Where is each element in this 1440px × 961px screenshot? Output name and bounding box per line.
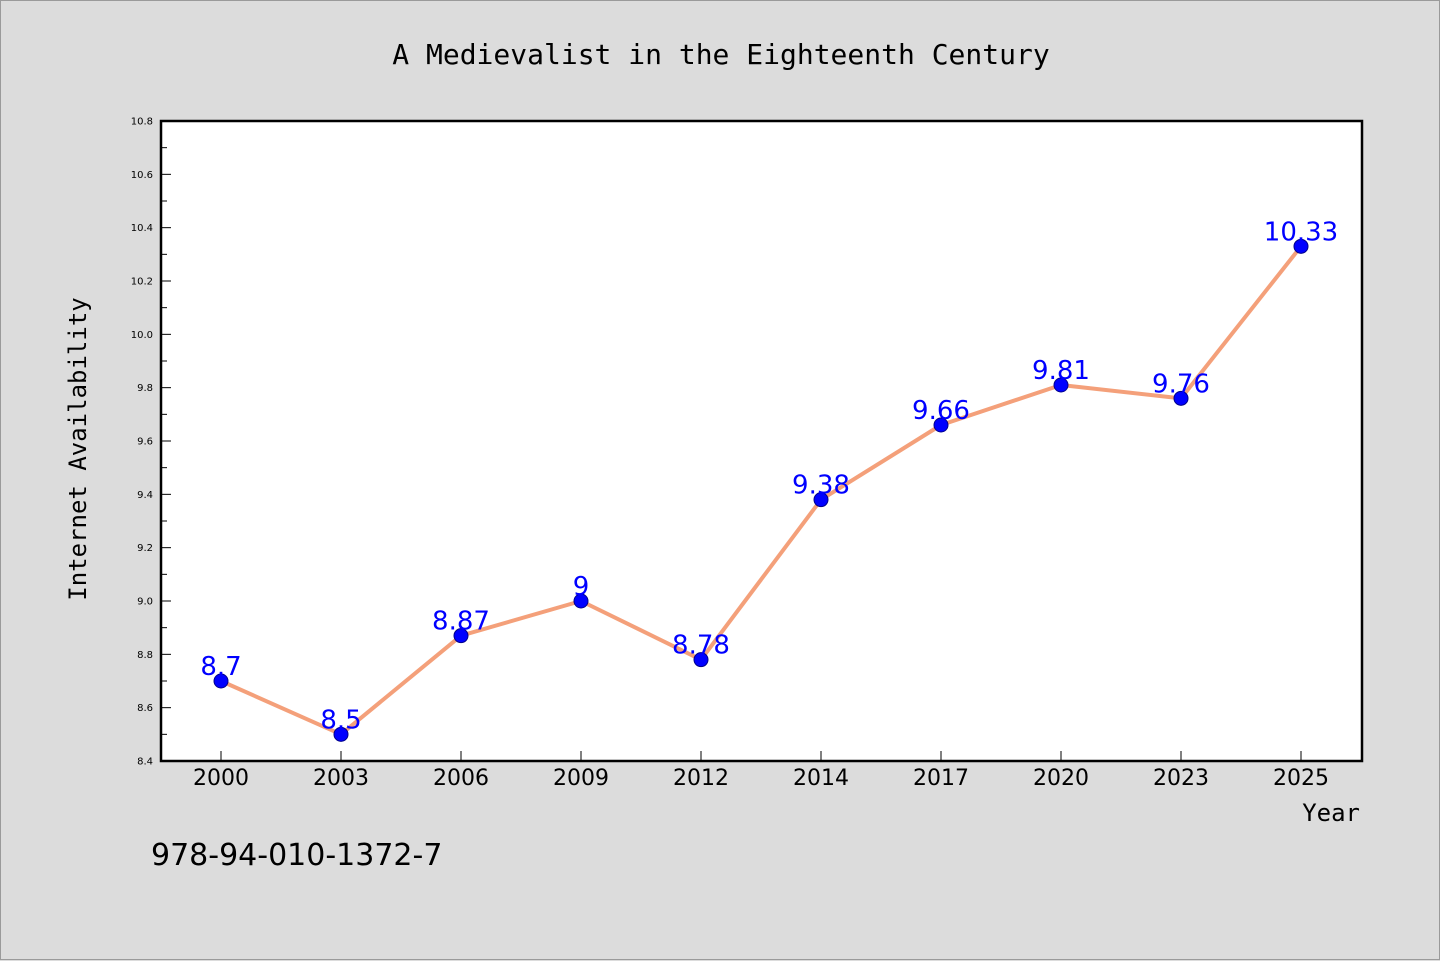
y-tick-label: 10.6 [131, 170, 153, 181]
data-label: 9.76 [1152, 369, 1210, 399]
data-label: 8.87 [432, 607, 490, 637]
x-axis-label: Year [1302, 799, 1360, 827]
data-point [933, 417, 949, 433]
y-tick-label: 9.2 [137, 543, 153, 554]
y-tick-label: 10.0 [131, 330, 153, 341]
data-label: 8.78 [672, 631, 730, 661]
y-tick-label: 8.4 [137, 757, 153, 768]
data-label: 10.33 [1264, 217, 1338, 247]
x-tick-label: 2003 [313, 766, 369, 791]
x-tick-label: 2020 [1033, 766, 1089, 791]
x-tick-label: 2025 [1273, 766, 1329, 791]
data-point [453, 628, 469, 644]
data-label: 9.66 [912, 396, 970, 426]
x-tick-label: 2017 [913, 766, 969, 791]
isbn-annotation: 978-94-010-1372-7 [151, 838, 442, 873]
data-label: 9 [573, 572, 590, 602]
y-tick-label: 9.0 [137, 597, 153, 608]
x-tick-label: 2000 [193, 766, 249, 791]
data-label: 9.38 [792, 471, 850, 501]
series-line [220, 245, 1303, 737]
data-point [213, 673, 229, 689]
y-tick-label: 9.8 [137, 383, 153, 394]
y-tick-label: 10.2 [131, 277, 153, 288]
data-point [813, 492, 829, 508]
y-tick-label: 8.6 [137, 703, 153, 714]
y-axis-label: Internet Availability [64, 297, 92, 600]
data-point [693, 652, 709, 668]
y-tick-label: 10.4 [131, 223, 153, 234]
x-tick-label: 2014 [793, 766, 849, 791]
data-point [1293, 238, 1309, 254]
data-point [333, 726, 349, 742]
x-tick-label: 2023 [1153, 766, 1209, 791]
x-tick-label: 2009 [553, 766, 609, 791]
series-line-group: 8.7 8.5 8.87 9 8.78 9.38 9.66 9.81 9.76 10.33 [200, 217, 1338, 742]
y-tick-label: 8.8 [137, 650, 153, 661]
y-tick-label: 9.4 [137, 490, 153, 501]
data-label: 9.81 [1032, 356, 1090, 386]
y-tick-label: 9.6 [137, 437, 153, 448]
data-label: 8.5 [320, 705, 361, 735]
chart-title: A Medievalist in the Eighteenth Century [392, 38, 1049, 71]
data-label: 8.7 [200, 652, 241, 682]
x-tick-label: 2006 [433, 766, 489, 791]
y-tick-label: 10.8 [131, 117, 153, 128]
data-point [1053, 377, 1069, 393]
plot-area [159, 119, 1364, 763]
data-point [1173, 390, 1189, 406]
x-tick-label: 2012 [673, 766, 729, 791]
y-axis: 8.4 8.6 8.8 9.0 9.2 9.4 9.6 9.8 10.0 10.2 10.4 10.6… [131, 117, 171, 768]
x-axis: 2000 2003 2006 2009 2012 2014 2017 2020 2023 2025 [193, 751, 1329, 791]
data-point [573, 593, 589, 609]
